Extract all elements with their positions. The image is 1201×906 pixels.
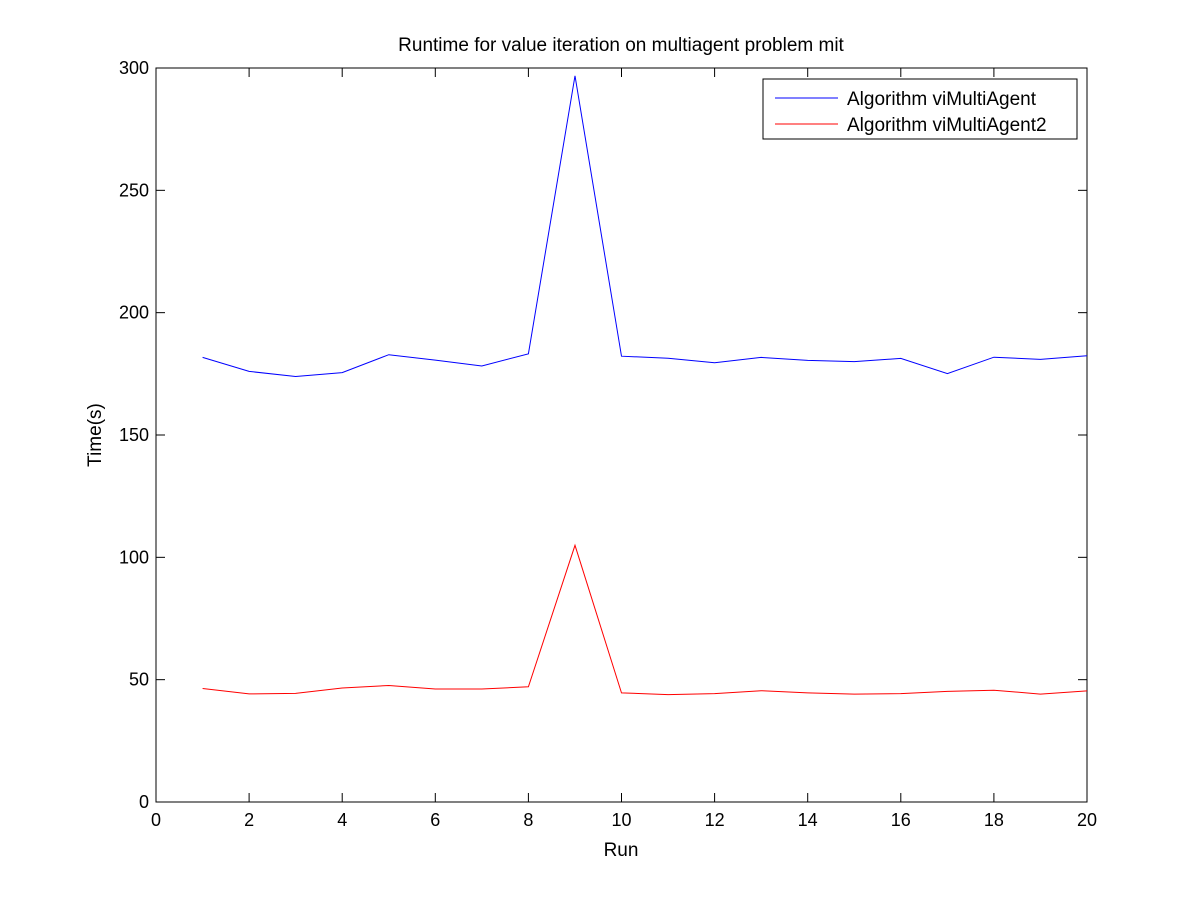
series-line-2: [202, 543, 1088, 696]
chart-title: Runtime for value iteration on multiagen…: [398, 35, 844, 56]
y-tick-label: 150: [119, 425, 149, 445]
y-axis-title: Time(s): [85, 403, 106, 467]
y-tick-label: 300: [119, 58, 149, 78]
legend-label-2: Algorithm viMultiAgent2: [847, 115, 1047, 136]
y-tick-label: 0: [139, 792, 149, 812]
x-axis-title: Run: [604, 840, 639, 861]
x-tick-label: 20: [1077, 810, 1097, 830]
x-tick-label: 10: [611, 810, 631, 830]
x-tick-label: 2: [244, 810, 254, 830]
legend-box: [762, 78, 1078, 140]
series-lines: [202, 75, 1088, 696]
y-tick-label: 200: [119, 303, 149, 323]
y-tick-label: 250: [119, 180, 149, 200]
x-tick-label: 14: [798, 810, 818, 830]
x-tick-label: 16: [891, 810, 911, 830]
x-tick-label: 4: [337, 810, 347, 830]
y-tick-label: 50: [129, 670, 149, 690]
plot-frame: [155, 67, 1088, 803]
legend: Algorithm viMultiAgent Algorithm viMultiA…: [762, 78, 1078, 140]
series-line-1: [202, 75, 1088, 378]
x-tick-label: 18: [984, 810, 1004, 830]
ticks: [155, 67, 1088, 803]
y-tick-label: 100: [119, 547, 149, 567]
x-tick-label: 6: [430, 810, 440, 830]
x-tick-label: 8: [523, 810, 533, 830]
x-tick-label: 12: [705, 810, 725, 830]
legend-label-1: Algorithm viMultiAgent: [847, 89, 1037, 110]
x-tick-label: 0: [151, 810, 161, 830]
